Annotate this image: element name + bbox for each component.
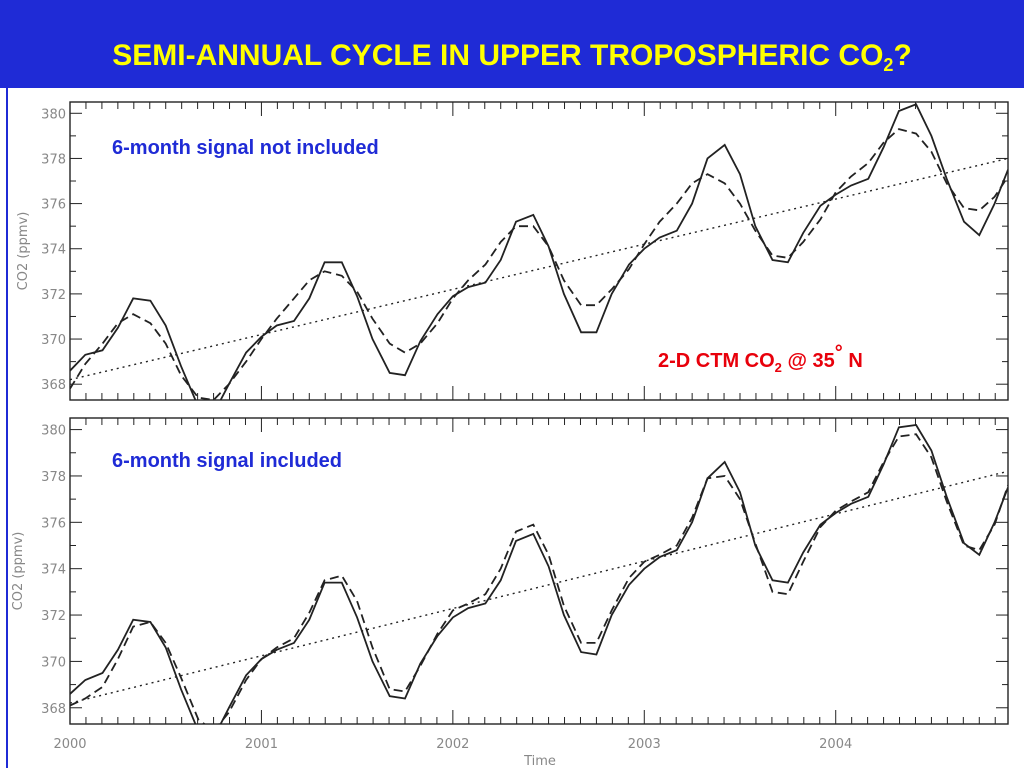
y-tick-label: 374 <box>41 243 66 258</box>
left-border-rule <box>6 88 8 768</box>
series-solid-line <box>70 424 1008 724</box>
panel-bottom: 368 370 372 374 376 378 380 2000 2001 2002 2003 200… <box>11 417 1009 768</box>
series-lines-bottom <box>70 424 1008 724</box>
y-tick-label: 372 <box>41 609 66 624</box>
y-axis-title-top: CO2 (ppmv) <box>16 212 31 291</box>
x-tick-label: 2002 <box>436 737 469 752</box>
y-tick-label: 370 <box>41 655 66 670</box>
y-tick-label: 368 <box>41 702 66 717</box>
x-axis-title: Time <box>523 754 556 768</box>
y-tick-label: 368 <box>41 378 66 393</box>
y-tick-label: 378 <box>41 470 66 485</box>
y-tick-label: 380 <box>41 424 66 439</box>
slide-title: SEMI-ANNUAL CYCLE IN UPPER TROPOSPHERIC … <box>0 0 1024 88</box>
series-dashed-line <box>70 128 1008 400</box>
slide-title-main: SEMI-ANNUAL CYCLE IN UPPER TROPOSPHERIC … <box>112 39 884 72</box>
model-label-degree: ° <box>835 342 843 364</box>
y-tick-label: 372 <box>41 288 66 303</box>
y-tick-label: 374 <box>41 563 66 578</box>
x-tick-label: 2004 <box>819 737 852 752</box>
x-tick-label: 2001 <box>245 737 278 752</box>
y-tick-label: 370 <box>41 333 66 348</box>
ticks-bottom: 368 370 372 374 376 378 380 2000 2001 2002 2003 200… <box>41 418 1008 752</box>
series-dotted-line <box>70 157 1008 381</box>
plot-frame-top <box>69 101 1009 401</box>
series-dashed-line <box>70 433 1008 724</box>
annotation-bottom: 6-month signal included <box>112 450 342 472</box>
model-label-end: N <box>843 350 863 372</box>
series-dotted-line <box>70 470 1008 704</box>
x-tick-label: 2003 <box>628 737 661 752</box>
x-tick-label: 2000 <box>53 737 86 752</box>
ticks-top: 368 370 372 374 376 378 380 <box>41 102 1008 400</box>
y-tick-label: 376 <box>41 198 66 213</box>
y-tick-label: 380 <box>41 107 66 122</box>
title-bar <box>0 0 1024 88</box>
slide-title-subscript: 2 <box>883 55 894 75</box>
slide-title-end: ? <box>893 39 912 72</box>
series-solid-line <box>70 103 1008 400</box>
panel-top: 368 370 372 374 376 378 380 6-month signal not… <box>16 101 1009 401</box>
annotation-top: 6-month signal not included <box>112 137 379 159</box>
model-label-sub: 2 <box>775 360 782 375</box>
y-tick-label: 378 <box>41 152 66 167</box>
model-label: 2-D CTM CO2 @ 35° N <box>658 342 863 375</box>
plot-frame-bottom <box>69 417 1009 725</box>
model-label-main: 2-D CTM CO <box>658 350 775 372</box>
y-tick-label: 376 <box>41 516 66 531</box>
model-label-rest: @ 35 <box>782 350 835 372</box>
series-lines-top <box>70 103 1008 400</box>
y-axis-title-bottom: CO2 (ppmv) <box>11 532 26 611</box>
